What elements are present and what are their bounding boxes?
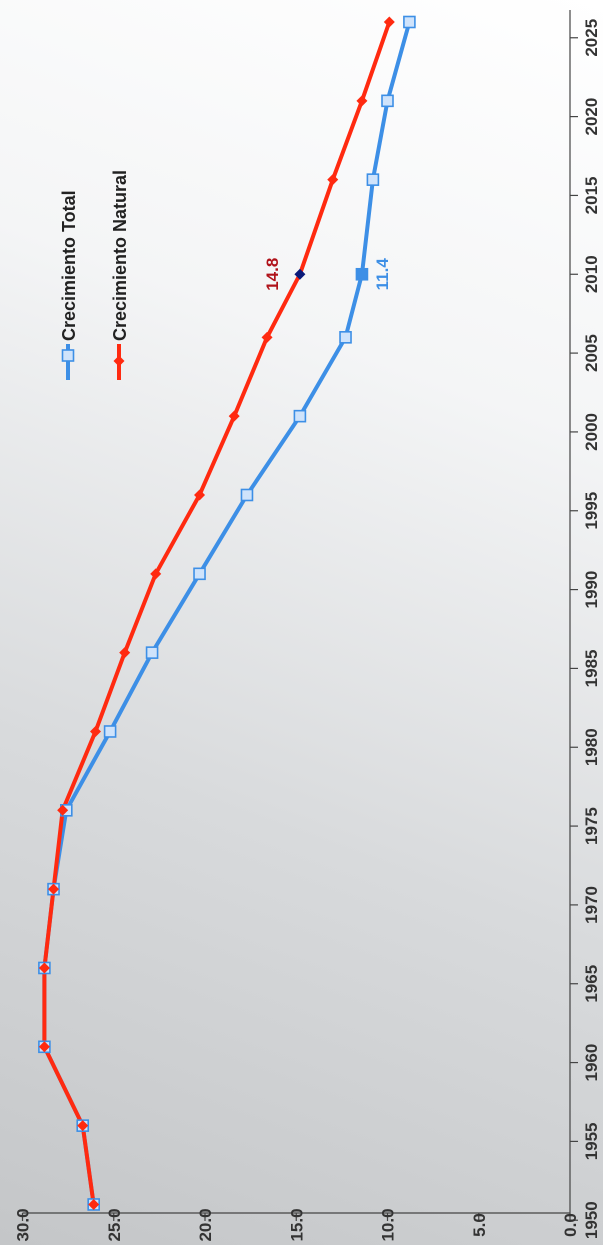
value-tick-label: 10.0 (379, 1208, 398, 1241)
total-point (103, 725, 117, 738)
series-lines (42, 21, 412, 1205)
total-point (145, 646, 159, 659)
x-tick-labels: 1950 1955 1960 1965 1970 1975 1980 1985 1990 1995… (582, 19, 601, 1239)
total-point (193, 567, 206, 581)
year-tick-label: 1995 (582, 492, 601, 530)
year-tick-label: 2010 (582, 255, 601, 293)
natural-point (119, 647, 131, 659)
natural-point (88, 1198, 100, 1210)
natural-point (38, 1041, 50, 1053)
year-tick-label: 1950 (582, 1201, 601, 1239)
total-point (381, 94, 394, 108)
value-tick-label: 20.0 (196, 1208, 215, 1241)
natural-point (383, 16, 395, 28)
chart-axes (21, 10, 578, 1221)
value-tick-label: 30.0 (14, 1208, 33, 1241)
year-tick-label: 2015 (582, 177, 601, 215)
total-point (366, 173, 380, 186)
data-label-natural: 14.8 (263, 258, 282, 291)
value-tick-label: 15.0 (287, 1208, 306, 1241)
data-label-total: 11.4 (373, 258, 392, 291)
data-labels: 14.8 11.4 (263, 258, 392, 291)
legend-marker-natural (113, 355, 125, 367)
natural-point (327, 174, 339, 186)
year-tick-label: 2005 (582, 334, 601, 372)
natural-point (228, 410, 240, 422)
year-tick-label: 1985 (582, 650, 601, 688)
year-tick-label: 2000 (582, 413, 601, 451)
natural-point (48, 883, 60, 895)
natural-point (294, 268, 306, 280)
total-point (293, 409, 307, 423)
natural-point (57, 804, 69, 816)
year-tick-label: 1980 (582, 728, 601, 766)
year-tick-label: 1975 (582, 807, 601, 845)
natural-point (90, 725, 101, 737)
natural-point (150, 568, 162, 580)
natural-point (261, 331, 273, 343)
value-tick-label: 0.0 (561, 1213, 580, 1237)
year-tick-label: 1970 (582, 886, 601, 924)
year-tick-label: 1960 (582, 1044, 601, 1082)
series-markers (38, 15, 416, 1211)
year-tick-label: 1955 (582, 1122, 601, 1160)
natural-point (356, 95, 368, 107)
legend-label-natural: Crecimiento Natural (110, 170, 130, 341)
series-line-total (42, 21, 412, 1205)
year-tick-label: 1965 (582, 965, 601, 1003)
natural-point (38, 962, 50, 974)
natural-point (194, 489, 206, 501)
legend-marker-total (61, 349, 75, 362)
value-tick-label: 25.0 (105, 1208, 124, 1241)
total-point (339, 331, 352, 344)
year-tick-label: 1990 (582, 571, 601, 609)
value-tick-label: 5.0 (470, 1213, 489, 1237)
year-tick-label: 2025 (582, 19, 601, 57)
y-tick-labels: 0.0 5.0 10.0 15.0 20.0 25.0 30.0 (14, 1208, 581, 1241)
total-point (240, 488, 254, 502)
series-line-natural (42, 21, 392, 1205)
natural-point (77, 1120, 89, 1132)
legend: Crecimiento Total Crecimiento Natural (59, 170, 130, 380)
total-point (403, 15, 416, 29)
legend-label-total: Crecimiento Total (59, 190, 79, 341)
year-tick-label: 2020 (582, 98, 601, 136)
total-point (355, 267, 369, 281)
